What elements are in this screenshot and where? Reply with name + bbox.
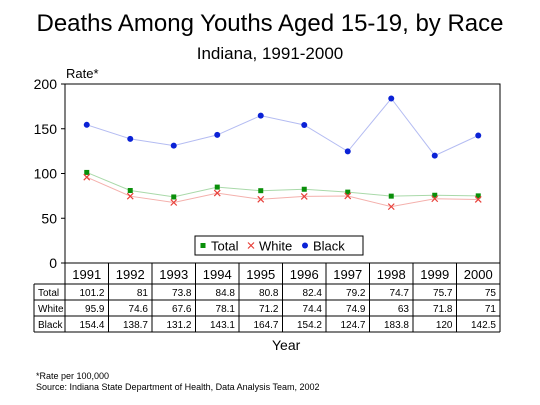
table-cell-total: 75 <box>485 288 497 299</box>
table-cell-total: 101.2 <box>79 288 104 299</box>
data-point-black <box>127 135 134 142</box>
table-cell-white: 95.9 <box>85 304 105 315</box>
data-point-total <box>432 192 438 198</box>
y-tick-label: 50 <box>41 210 57 226</box>
footnote-rate: *Rate per 100,000 <box>36 371 110 381</box>
data-point-black <box>431 152 438 159</box>
table-cell-black: 131.2 <box>166 320 191 331</box>
table-cell-white: 74.9 <box>346 304 366 315</box>
legend-marker-total <box>200 243 206 248</box>
y-tick-label: 200 <box>34 76 58 92</box>
table-cell-total: 80.8 <box>259 288 279 299</box>
x-tick-label: 2000 <box>464 267 493 282</box>
table-cell-white: 74.4 <box>303 304 323 315</box>
data-point-black <box>344 148 351 155</box>
y-tick-label: 0 <box>49 255 57 271</box>
table-cell-total: 82.4 <box>303 288 323 299</box>
table-cell-black: 120 <box>436 320 453 331</box>
table-cell-black: 183.8 <box>384 320 409 331</box>
data-point-white <box>387 203 395 211</box>
series-line-total <box>86 171 479 198</box>
series-line-black <box>86 97 479 157</box>
data-point-black <box>388 95 395 102</box>
table-row-label: Total <box>38 288 59 299</box>
data-point-white <box>300 192 308 200</box>
data-point-black <box>301 121 308 128</box>
series-line-white <box>86 176 479 208</box>
x-tick-label: 1993 <box>159 267 188 282</box>
legend-box <box>194 235 364 256</box>
legend-label-white: White <box>259 239 292 254</box>
table-row-label: White <box>38 304 64 315</box>
chart-title: Deaths Among Youths Aged 15-19, by Race <box>36 10 504 37</box>
table-cell-black: 138.7 <box>123 320 148 331</box>
data-point-total <box>345 189 351 195</box>
legend-marker-white <box>247 242 255 249</box>
table-cell-white: 71 <box>485 304 497 315</box>
data-point-total <box>388 193 394 199</box>
data-point-total <box>475 193 481 199</box>
data-point-total <box>171 194 177 200</box>
legend-label-black: Black <box>313 239 345 254</box>
table-cell-black: 164.7 <box>253 320 278 331</box>
data-point-white <box>431 195 439 203</box>
table-cell-total: 81 <box>137 288 149 299</box>
table-cell-black: 142.5 <box>471 320 496 331</box>
table-cell-total: 73.8 <box>172 288 192 299</box>
y-axis-label: Rate* <box>66 66 99 81</box>
x-tick-label: 1999 <box>420 267 449 282</box>
x-tick-label: 1995 <box>246 267 275 282</box>
data-point-black <box>214 131 221 138</box>
table-cell-total: 79.2 <box>346 288 366 299</box>
data-point-total <box>214 184 220 190</box>
data-point-total <box>258 188 264 194</box>
table-cell-total: 74.7 <box>390 288 410 299</box>
x-tick-label: 1998 <box>377 267 406 282</box>
x-tick-label: 1991 <box>72 267 101 282</box>
data-point-white <box>170 199 178 206</box>
x-tick-label: 1992 <box>116 267 145 282</box>
data-point-black <box>257 112 264 119</box>
legend-marker-black <box>302 242 308 249</box>
data-point-total <box>127 188 133 194</box>
chart-subtitle: Indiana, 1991-2000 <box>196 44 344 63</box>
table-cell-white: 74.6 <box>129 304 149 315</box>
legend-label-total: Total <box>211 239 239 254</box>
data-point-total <box>84 169 90 175</box>
data-point-total <box>301 186 307 192</box>
table-cell-white: 78.1 <box>216 304 236 315</box>
table-cell-black: 143.1 <box>210 320 235 331</box>
data-point-black <box>170 142 177 149</box>
footnote-source: Source: Indiana State Department of Heal… <box>36 382 320 392</box>
table-cell-black: 124.7 <box>340 320 365 331</box>
y-tick-label: 150 <box>34 121 58 137</box>
data-point-white <box>213 189 221 197</box>
data-point-white <box>344 192 352 200</box>
data-point-white <box>83 173 91 181</box>
data-point-white <box>474 196 482 203</box>
data-point-white <box>126 192 134 200</box>
data-point-white <box>257 195 265 203</box>
table-cell-white: 67.6 <box>172 304 192 315</box>
y-tick-label: 100 <box>34 166 58 182</box>
table-cell-total: 84.8 <box>216 288 236 299</box>
table-cell-white: 63 <box>398 304 410 315</box>
data-point-black <box>83 121 90 128</box>
table-cell-total: 75.7 <box>433 288 453 299</box>
data-point-black <box>475 132 482 139</box>
x-tick-label: 1994 <box>203 267 232 282</box>
table-row-label: Black <box>38 320 63 331</box>
table-cell-black: 154.4 <box>79 320 104 331</box>
table-cell-white: 71.2 <box>259 304 279 315</box>
x-axis-label: Year <box>272 337 301 353</box>
x-tick-label: 1997 <box>333 267 362 282</box>
table-cell-black: 154.2 <box>297 320 322 331</box>
table-cell-white: 71.8 <box>433 304 453 315</box>
x-tick-label: 1996 <box>290 267 319 282</box>
